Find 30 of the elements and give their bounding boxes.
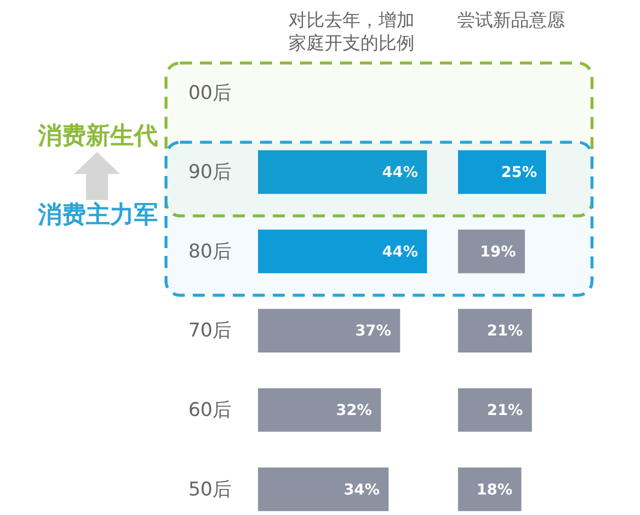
data-label: 32%: [336, 401, 372, 420]
y-tick-label: 50后: [188, 478, 232, 500]
data-label: 34%: [344, 480, 380, 498]
chart-title: 尝试新品意愿: [457, 10, 565, 31]
chart-title: 对比去年，增加家庭开支的比例: [288, 10, 414, 54]
band-label: 消费新生代: [37, 121, 158, 150]
y-tick-label: 70后: [188, 320, 232, 342]
data-label: 19%: [480, 242, 516, 260]
data-label: 37%: [355, 322, 392, 340]
bar: [458, 308, 532, 353]
bar: [458, 230, 525, 274]
data-label: 18%: [476, 480, 512, 498]
bar: [458, 467, 522, 512]
y-tick-label: 60后: [188, 399, 232, 422]
data-label: 44%: [382, 242, 418, 260]
y-tick-label: 90后: [188, 161, 232, 184]
y-tick-label: 00后: [188, 82, 232, 104]
bar: [258, 230, 427, 274]
y-tick-label: 80后: [188, 240, 232, 262]
bar: [458, 388, 532, 432]
bar: [458, 150, 546, 194]
data-label: 25%: [501, 163, 537, 182]
data-label: 21%: [487, 401, 523, 420]
bar: [258, 467, 389, 512]
bar: [258, 388, 381, 432]
data-label: 44%: [382, 163, 418, 182]
bar: [258, 308, 400, 353]
data-label: 21%: [487, 322, 523, 340]
band-label: 消费主力军: [37, 200, 158, 229]
bar: [258, 150, 427, 194]
